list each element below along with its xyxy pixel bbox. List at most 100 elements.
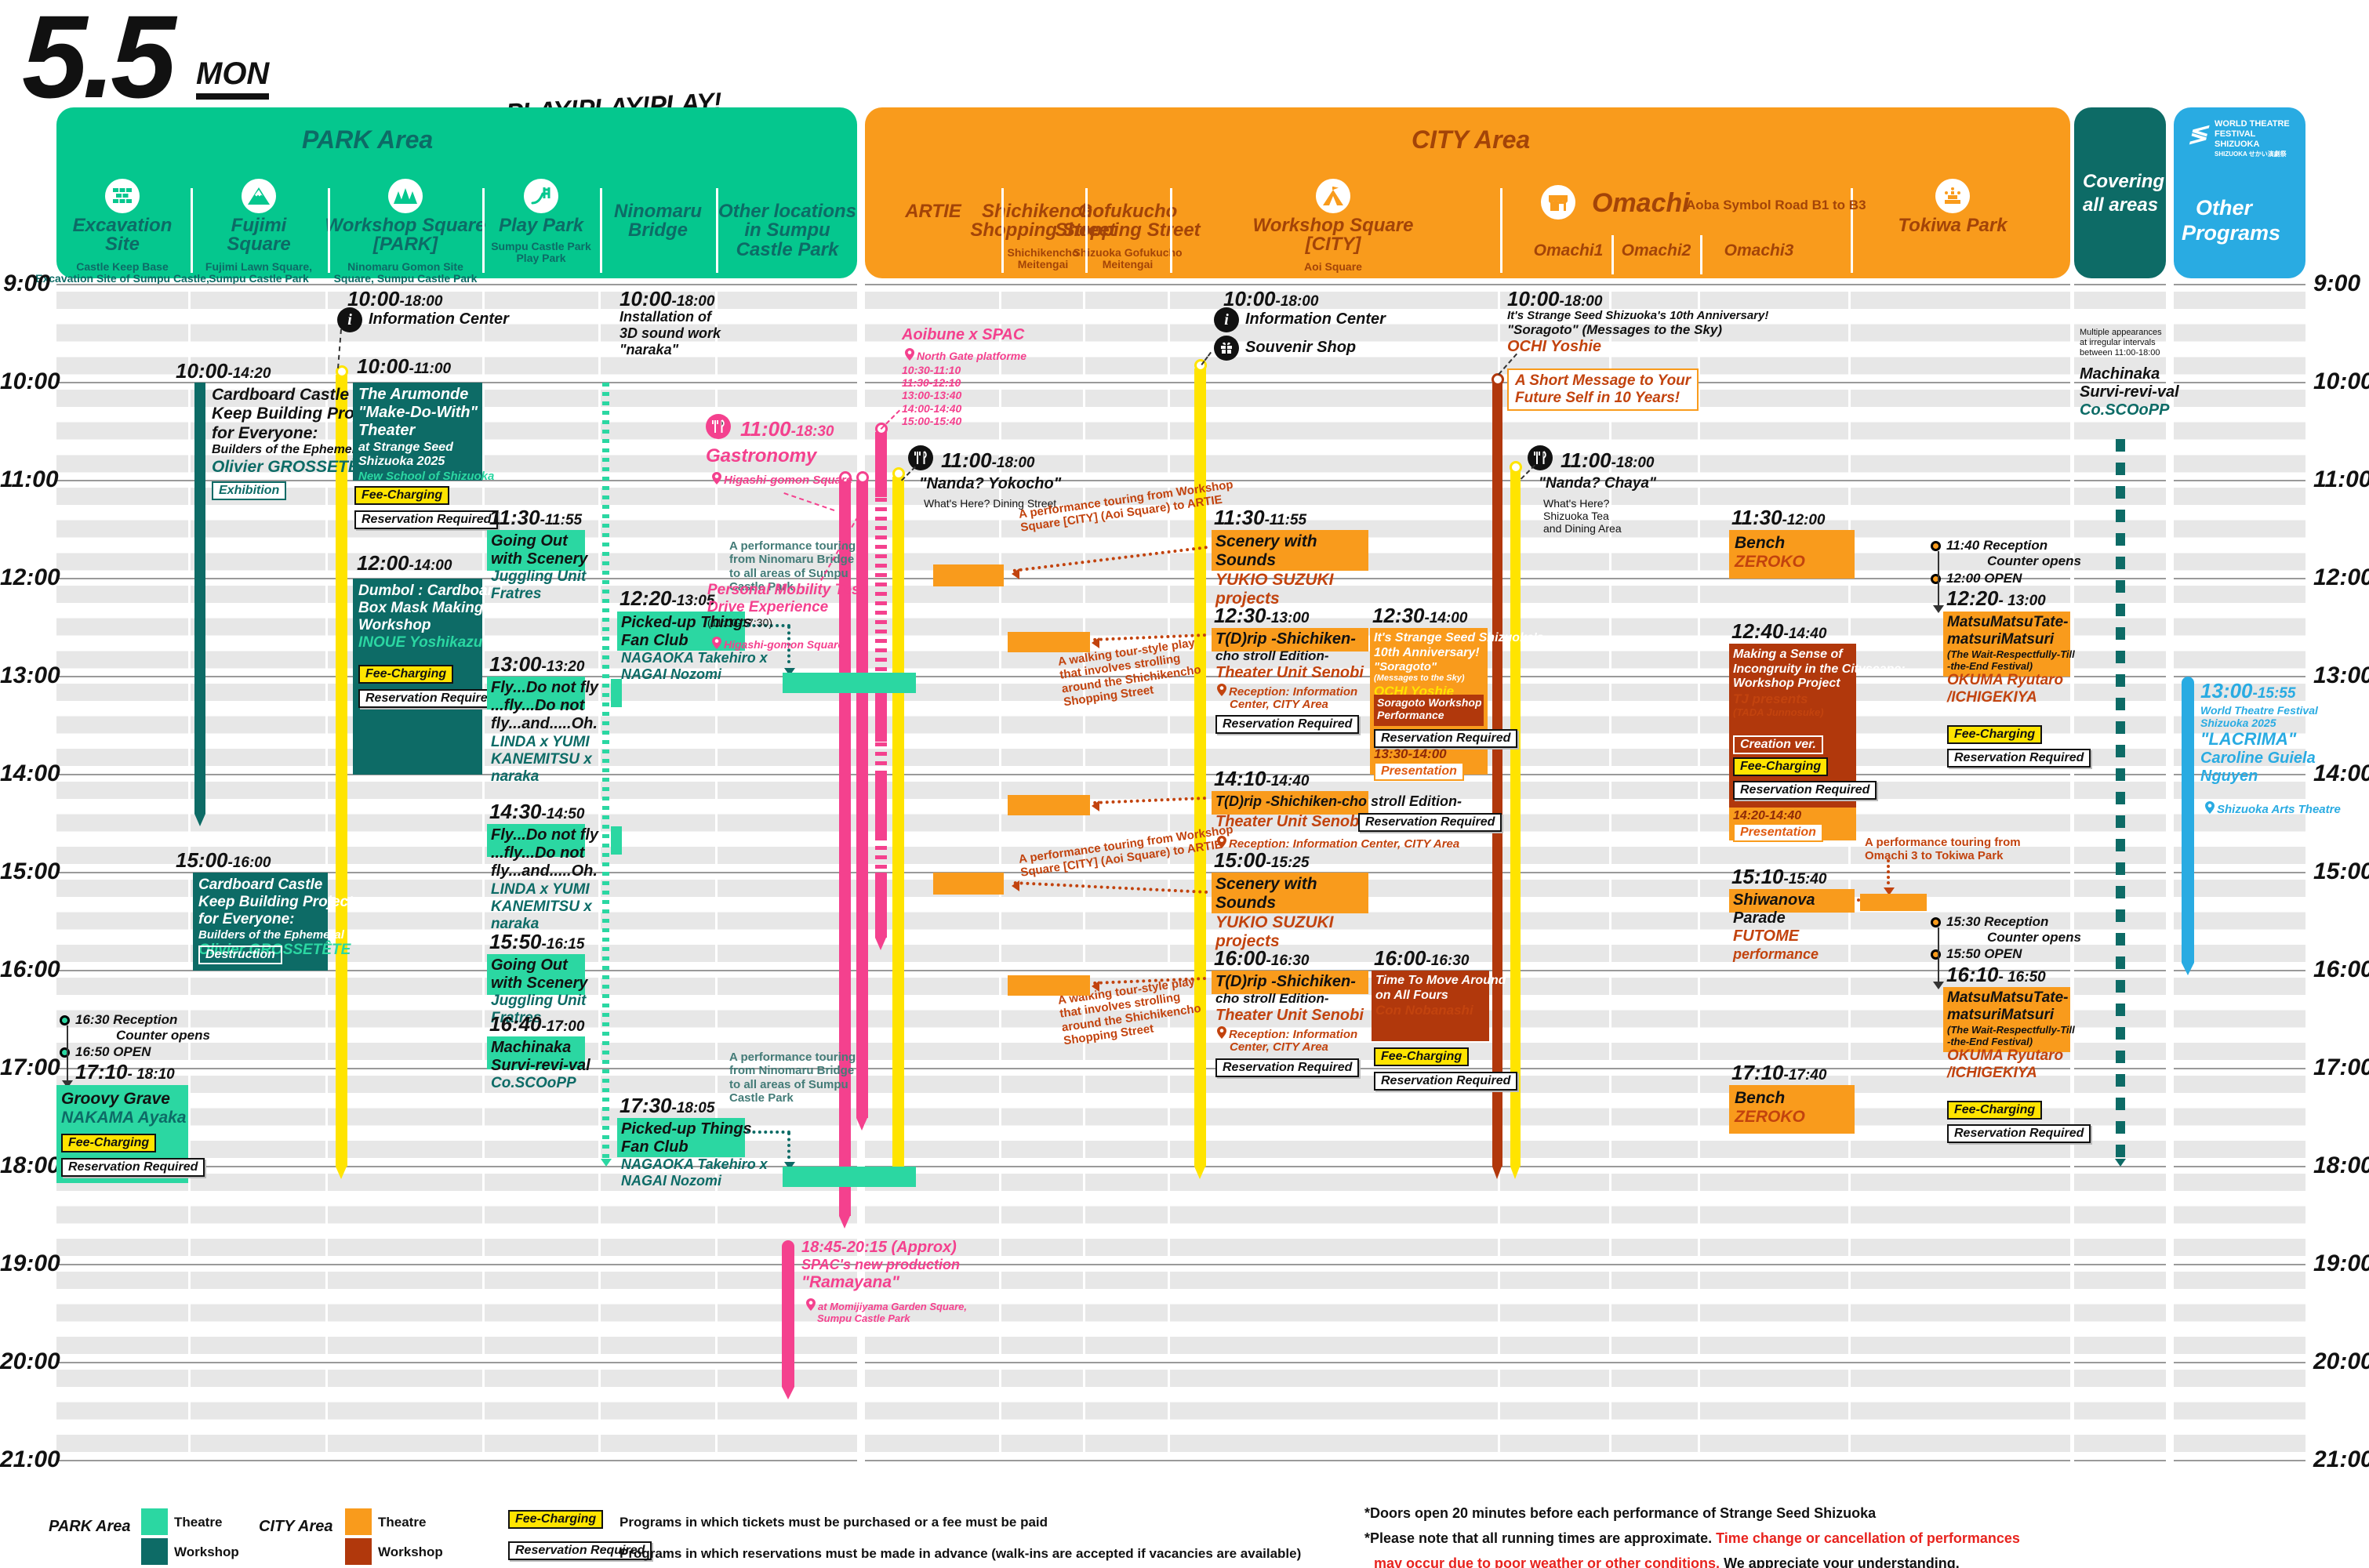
dotted-line-v: [787, 626, 790, 663]
ev-yokocho-time: 11:00-18:00: [941, 448, 1035, 472]
arrowhead: [1092, 800, 1099, 811]
ev-soragoto: It's Strange Seed Shizuoka's 10th Annive…: [1507, 309, 1769, 356]
hour-label-right-12:00: 12:00: [2313, 564, 2369, 590]
ev-infocenter-park-time: 10:00-18:00: [347, 287, 443, 310]
hour-label-left-21:00: 21:00: [0, 1446, 60, 1472]
ev-goingout1-time: 11:30-11:55: [489, 506, 583, 529]
hour-label-left-9:00: 9:00: [2, 270, 50, 296]
ev-tdrip3: [1212, 971, 1368, 994]
shichiken-bar-1: [1008, 632, 1090, 652]
tag-122: Reservation Required: [1215, 715, 1360, 734]
footnote-3: may occur due to poor weather or other c…: [1374, 1555, 1960, 1568]
artie-bar-2: [933, 873, 1004, 895]
info-icon: i: [337, 307, 362, 332]
bar-soragoto-dot: [1491, 373, 1504, 386]
tag-145: Reservation Required: [1215, 1058, 1360, 1077]
bar-soragoto-tip: [1492, 1167, 1502, 1179]
legend-city-workshop: Workshop: [378, 1544, 443, 1559]
legend-park-theatre-swatch: [141, 1508, 168, 1535]
dotted-line-v: [787, 1132, 790, 1159]
pinline-203: Shizuoka Arts Theatre: [2205, 801, 2341, 817]
arrowhead: [62, 1080, 73, 1088]
bar-covering: [2116, 439, 2125, 1159]
city-area-title: CITY Area: [1412, 125, 1531, 154]
txt-95: Sumpu Castle Park: [817, 1312, 910, 1324]
column-header-gofukucho: Gofukucho Shopping Street: [1055, 201, 1201, 241]
hour-label-left-17:00: 17:00: [0, 1054, 60, 1080]
txt-165: Making a Sense of Incongruity in the City…: [1733, 648, 1906, 719]
dotted-line-h: [747, 1131, 790, 1134]
bar-gastronomy: [839, 481, 851, 1216]
omachi-sub-sep-1: [1700, 235, 1702, 274]
txt-18: Cardboard Castle Keep Building Project for…: [198, 877, 354, 959]
hour-label-right-19:00: 19:00: [2313, 1250, 2369, 1276]
bar-mobility-dot: [856, 471, 869, 484]
bar-aoibune-tip: [875, 938, 886, 950]
ev-scenery2: [1212, 873, 1368, 913]
bar-lacrima-tip: [2182, 963, 2194, 975]
arrowhead: [1933, 982, 1944, 989]
tag-128: Reservation Required: [1374, 729, 1518, 748]
grid-hourlines-1: [865, 284, 2070, 1462]
txt-129: 13:30-14:00: [1374, 746, 1447, 761]
bar-info-city: [1194, 368, 1206, 1167]
note-71: A performance touring from Ninomaru Bridg…: [729, 1051, 856, 1105]
tag-149: Fee-Charging: [1374, 1047, 1470, 1066]
column-header-excavation: Excavation Site: [72, 215, 173, 256]
ev-matsu2-time: 16:10- 16:50: [1946, 963, 2046, 986]
park-area-title: PARK Area: [302, 125, 434, 154]
bar-lacrima: [2182, 677, 2194, 963]
ev-pickedup2: [617, 1118, 745, 1157]
note-63: A performance touring from Ninomaru Bridg…: [729, 539, 856, 593]
note-omachi-tokiwa: A performance touring from Omachi 3 to To…: [1865, 836, 2021, 863]
hour-label-right-10:00: 10:00: [2313, 368, 2369, 394]
txt-62: Picked-up Things Fan Club NAGAOKA Takehiro…: [621, 614, 768, 683]
hour-label-right-11:00: 11:00: [2313, 466, 2369, 492]
bar-yokocho: [892, 477, 904, 1167]
ev-allfours-time: 16:00-16:30: [1374, 946, 1470, 970]
bricks-icon: [105, 179, 140, 213]
ev-machinaka-covering: Machinaka Survi-revi-val Co.SCOoPP: [2080, 365, 2179, 419]
footnote-1: *Doors open 20 minutes before each perfo…: [1364, 1505, 1877, 1521]
column-header-fujimi: Fujimi Square: [227, 215, 291, 256]
ev-fly2: [487, 824, 585, 857]
txt-51: Fly...Do not fly ...fly...Do not fly...and…: [491, 826, 599, 932]
txt-119: T(D)rip -Shichiken-cho stroll Edition- Th…: [1215, 630, 1364, 681]
pinline-94: at Momijiyama Garden Square,: [806, 1298, 967, 1314]
column-header-omachi2: Omachi2: [1621, 241, 1691, 260]
bar-ramayana-tip: [782, 1387, 794, 1399]
ev-cardboard-exh-bar: [194, 383, 205, 814]
hour-label-right-15:00: 15:00: [2313, 858, 2369, 884]
ev-arumonde-time: 10:00-11:00: [357, 354, 452, 378]
bar-aoibune-seg2: [875, 775, 887, 840]
txt-70: Picked-up Things Fan Club NAGAOKA Takehiro…: [621, 1120, 768, 1189]
ev-fly1-time: 13:00-13:20: [489, 652, 585, 676]
ev-lacrima-time: 13:00-15:55: [2200, 679, 2296, 702]
footnote-2: *Please note that all running times are …: [1364, 1530, 2020, 1546]
txt-125: It's Strange Seed Shizuoka's 10th Anniver…: [1374, 631, 1544, 699]
tag-190: Reservation Required: [1947, 749, 2091, 768]
arrowhead: [2115, 1159, 2126, 1167]
ev-goingout1: [487, 530, 585, 571]
hour-label-left-10:00: 10:00: [0, 368, 60, 394]
bar-info-city-tip: [1194, 1167, 1205, 1179]
tag-15: Exhibition: [212, 481, 287, 500]
fork-black-icon: [1528, 445, 1553, 470]
txt-134: Theater Unit Senobi: [1215, 813, 1364, 830]
arrowhead: [1092, 637, 1099, 648]
ev-cardboard-dest: [193, 873, 328, 971]
ev-bench1: [1729, 530, 1855, 579]
bar-gastronomy-dot: [838, 471, 852, 484]
fork-pink-icon: [706, 414, 731, 439]
txt-47: Fly...Do not fly ...fly...Do not fly...and…: [491, 679, 599, 785]
ev-shiwanova: [1729, 889, 1855, 913]
hour-label-left-15:00: 15:00: [0, 858, 60, 884]
fuji-icon: [242, 179, 276, 213]
ev-gastronomy-time: 11:00-18:30: [740, 417, 834, 441]
city-col-sep-4: [1851, 188, 1853, 273]
ev-naraka: Installation of 3D sound work "naraka": [620, 309, 721, 358]
column-header-play-park: Play Park: [498, 215, 584, 236]
ev-groovy-time: 17:10- 18:10: [75, 1060, 175, 1083]
ev-dumbol-time: 12:00-14:00: [357, 551, 452, 575]
park-area-band: [56, 107, 857, 278]
